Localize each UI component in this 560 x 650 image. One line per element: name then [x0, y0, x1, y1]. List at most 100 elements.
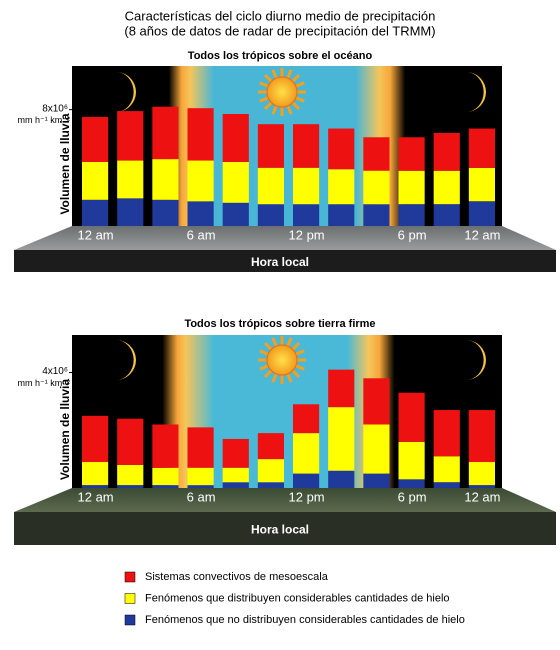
bar-segment	[328, 470, 355, 488]
bar-segment	[82, 162, 109, 200]
x-tick-label: 12 am	[78, 227, 114, 242]
bar-segment	[257, 433, 284, 460]
sun-ray	[263, 101, 273, 111]
bar-segment	[468, 462, 495, 486]
bar-segment	[257, 459, 284, 483]
bar-segment	[187, 160, 214, 202]
bar-segment	[117, 418, 144, 465]
bar-segment	[152, 199, 179, 226]
x-tick-label: 12 am	[464, 227, 500, 242]
bar-segment	[187, 201, 214, 226]
sun-ray	[286, 105, 293, 115]
bar-segment	[293, 124, 320, 168]
x-tick-label: 6 am	[187, 489, 216, 504]
x-axis-label: Hora local	[251, 255, 309, 269]
sun-ray	[271, 337, 278, 347]
sun-ray	[291, 101, 301, 111]
chart-title: Todos los trópicos sobre tierra firme	[184, 318, 375, 330]
bar-segment	[222, 202, 249, 226]
bar-segment	[398, 204, 425, 226]
x-tick-label: 12 pm	[289, 489, 325, 504]
sun-ray	[286, 337, 293, 347]
bar-segment	[222, 438, 249, 468]
x-tick-label: 12 am	[78, 489, 114, 504]
bar-segment	[257, 482, 284, 488]
sun-ray	[263, 369, 273, 379]
x-tick-label: 6 pm	[398, 227, 427, 242]
bar-segment	[328, 204, 355, 226]
bar-segment	[293, 204, 320, 226]
bar-segment	[433, 456, 460, 483]
bar-segment	[222, 114, 249, 162]
bar-segment	[363, 424, 390, 474]
bar-segment	[398, 137, 425, 171]
y-tick-label: 4x10⁶	[42, 366, 68, 377]
sun-ray	[259, 81, 269, 88]
bar-segment	[293, 167, 320, 205]
bar-segment	[468, 167, 495, 202]
bar-segment	[398, 479, 425, 488]
legend-swatch	[124, 593, 136, 604]
page-title: Características del ciclo diurno medio d…	[125, 8, 436, 23]
sun-ray	[259, 349, 269, 356]
sun-ray	[286, 373, 293, 383]
floor	[14, 512, 556, 545]
bar-segment	[257, 167, 284, 205]
bar-segment	[433, 170, 460, 205]
bar-segment	[468, 128, 495, 168]
y-axis-label: Volumen de lluvia	[58, 379, 72, 480]
bar-segment	[328, 369, 355, 408]
legend-swatch	[124, 614, 136, 626]
bar-segment	[187, 427, 214, 468]
sun-ray	[295, 349, 305, 356]
sun-ray	[295, 96, 305, 103]
x-tick-label: 6 pm	[398, 489, 427, 504]
bar-segment	[117, 111, 144, 161]
legend-label: Fenómenos que distribuyen considerables …	[145, 592, 450, 604]
bar-segment	[117, 160, 144, 199]
sun-ray	[295, 81, 305, 88]
bar-segment	[82, 462, 109, 486]
bar-segment	[398, 392, 425, 442]
bar-segment	[117, 198, 144, 226]
y-tick-label: 8x10⁶	[42, 103, 68, 114]
bar-segment	[152, 467, 179, 486]
bar-segment	[117, 485, 144, 488]
bar-segment	[468, 201, 495, 226]
ground	[14, 226, 556, 250]
bar-segment	[433, 482, 460, 488]
bar-segment	[152, 485, 179, 488]
sun-icon	[266, 344, 298, 376]
sun-icon	[266, 76, 298, 108]
y-unit: mm h⁻¹ km⁻²	[18, 378, 71, 388]
bar-segment	[433, 132, 460, 171]
bar-segment	[328, 169, 355, 205]
sun-ray	[271, 69, 278, 79]
sun-ray	[259, 96, 269, 103]
y-axis-label: Volumen de lluvia	[58, 113, 72, 214]
sun-ray	[263, 341, 273, 351]
bar-segment	[187, 485, 214, 488]
bar-segment	[468, 410, 495, 463]
bar-segment	[398, 441, 425, 480]
bar-segment	[257, 204, 284, 226]
page-subtitle: (8 años de datos de radar de precipitaci…	[124, 23, 435, 38]
legend-swatch	[124, 571, 136, 583]
x-tick-label: 12 pm	[289, 227, 325, 242]
bar-segment	[117, 464, 144, 486]
y-unit: mm h⁻¹ km⁻²	[18, 115, 71, 125]
legend-label: Sistemas convectivos de mesoescala	[145, 571, 329, 583]
bar-segment	[222, 162, 249, 203]
bar-segment	[363, 473, 390, 488]
bar-segment	[82, 199, 109, 226]
bar-segment	[363, 378, 390, 425]
bar-segment	[187, 108, 214, 161]
bar-segment	[293, 404, 320, 434]
bar-segment	[398, 170, 425, 205]
chart-title: Todos los trópicos sobre el océano	[188, 50, 373, 62]
sun-ray	[271, 373, 278, 383]
x-tick-label: 6 am	[187, 227, 216, 242]
bar-segment	[152, 159, 179, 200]
bar-segment	[293, 473, 320, 488]
